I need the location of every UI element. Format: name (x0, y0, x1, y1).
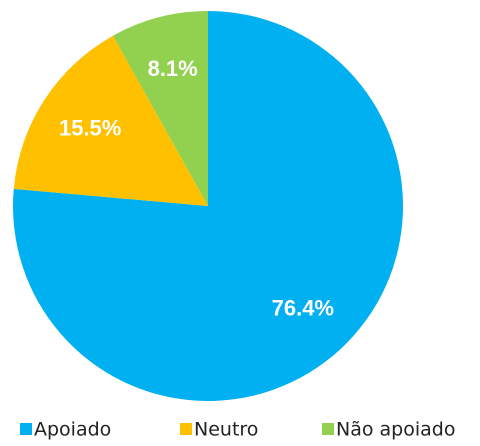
pie-slice (13, 35, 208, 206)
data-label: 76.4% (272, 295, 334, 320)
pie-slice (112, 11, 208, 206)
legend-swatch (20, 423, 32, 435)
legend-label: Neutro (194, 419, 258, 441)
data-label: 15.5% (59, 115, 121, 140)
legend-swatch (180, 423, 192, 435)
legend-label: Apoiado (34, 419, 111, 441)
legend-swatch (322, 423, 334, 435)
legend-label: Não apoiado (336, 419, 455, 441)
data-label: 8.1% (148, 56, 198, 81)
